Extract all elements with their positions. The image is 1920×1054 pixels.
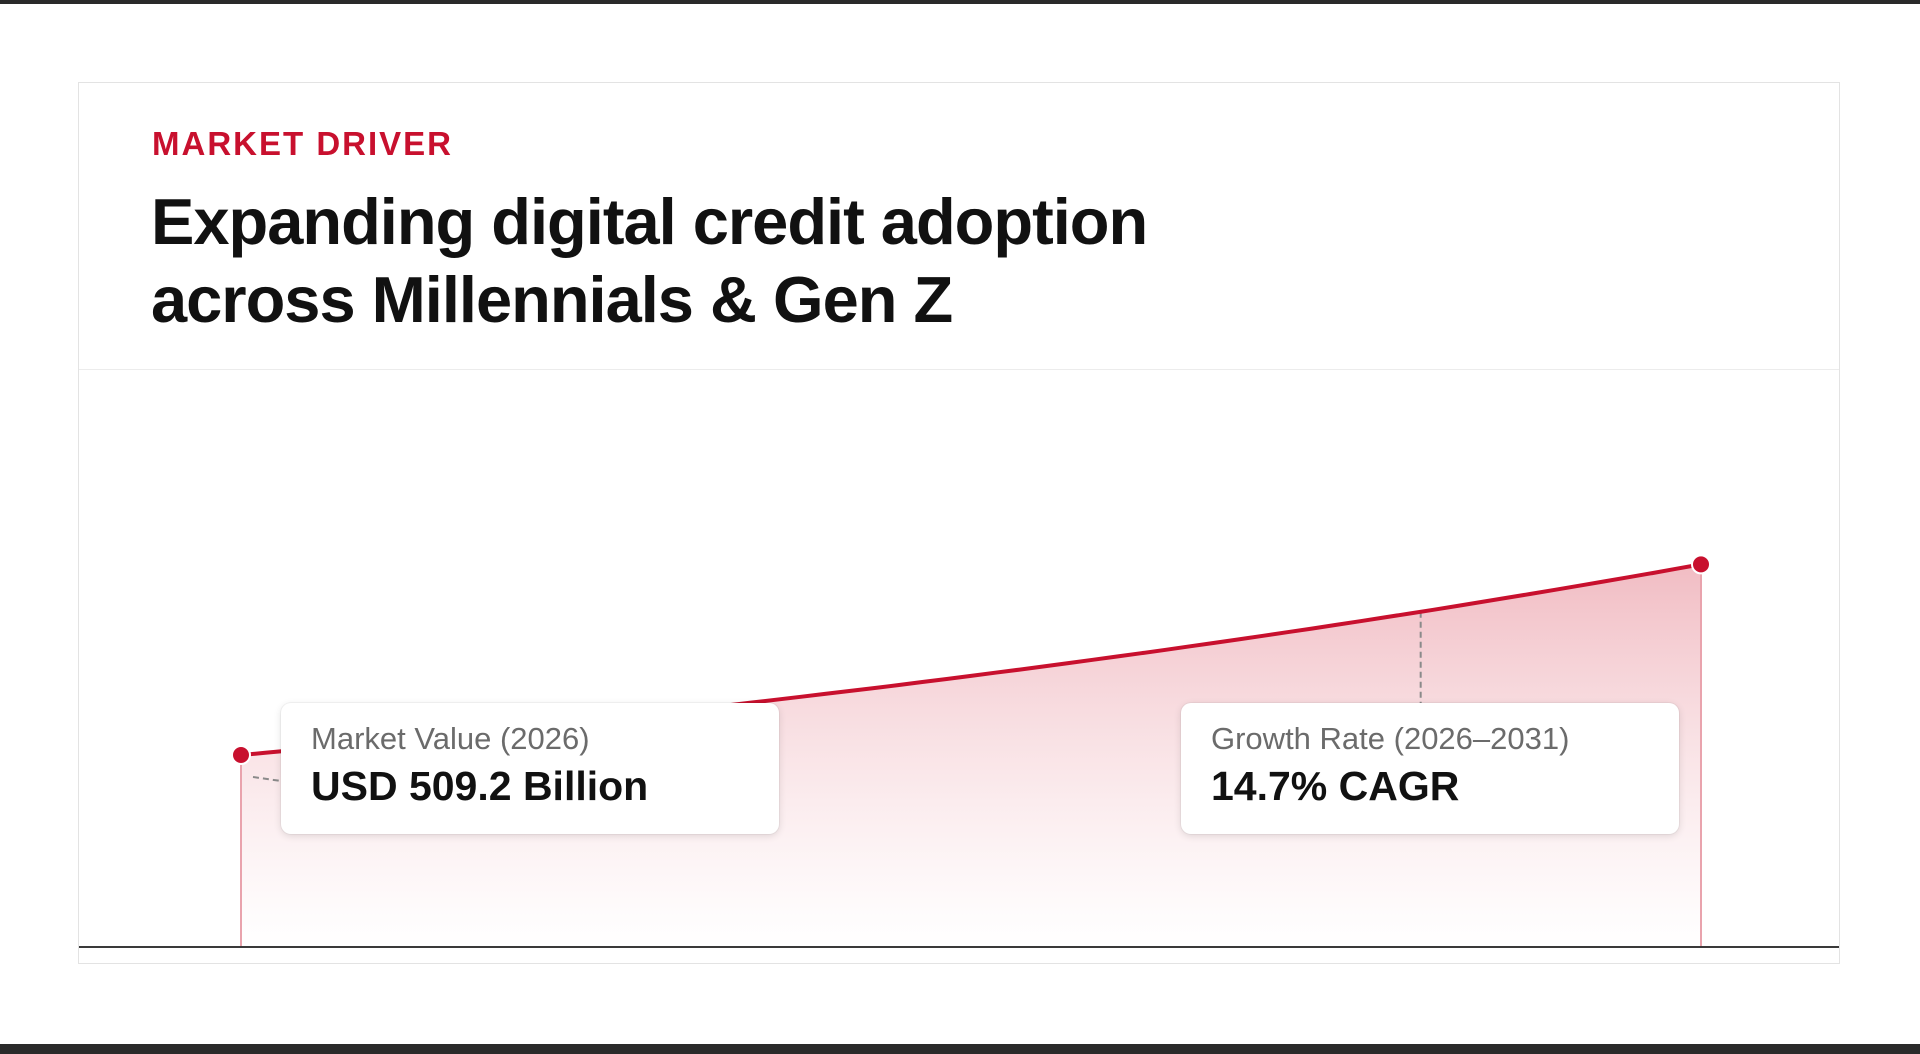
data-point-2031 <box>1691 554 1711 575</box>
headline-line-2: across Millennials & Gen Z <box>151 263 953 336</box>
growth-rate-label: Growth Rate (2026–2031) <box>1211 721 1570 756</box>
data-point-2026 <box>231 745 251 765</box>
area-fill <box>241 564 1701 947</box>
top-frame-bar <box>0 0 1920 4</box>
growth-rate-amount: 14.7% CAGR <box>1211 763 1460 809</box>
bottom-frame-bar <box>0 1044 1920 1054</box>
eyebrow-label: MARKET DRIVER <box>152 125 454 162</box>
market-value-label: Market Value (2026) <box>311 721 590 756</box>
market-value-amount: USD 509.2 Billion <box>311 763 649 809</box>
market-driver-card: MARKET DRIVER Expanding digital credit a… <box>78 82 1840 964</box>
card-header: MARKET DRIVER Expanding digital credit a… <box>79 83 1839 370</box>
headline-line-1: Expanding digital credit adoption <box>151 185 1148 258</box>
market-value-callout: Market Value (2026) USD 509.2 Billion <box>281 703 779 834</box>
growth-rate-callout: Growth Rate (2026–2031) 14.7% CAGR <box>1181 703 1679 834</box>
headline: Expanding digital credit adoption across… <box>151 183 1351 339</box>
growth-area-chart: 20262031 <box>79 554 1839 948</box>
